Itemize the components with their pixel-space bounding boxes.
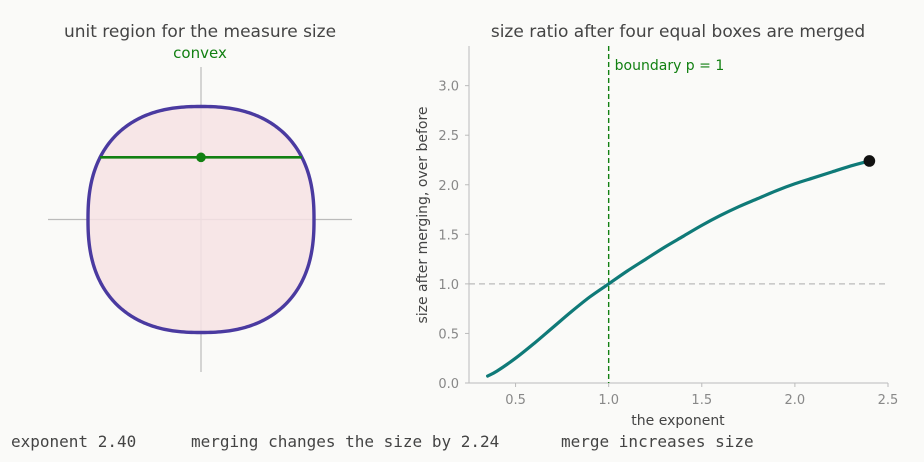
- y-tick-label: 2.0: [438, 179, 459, 194]
- y-axis-label: size after merging, over before: [415, 106, 431, 323]
- x-tick-label: 0.5: [505, 393, 526, 408]
- convexity-annotation: convex: [173, 44, 227, 62]
- exponent-readout: exponent 2.40: [11, 432, 137, 451]
- x-tick-label: 2.5: [878, 393, 899, 408]
- y-tick-label: 1.0: [438, 278, 459, 293]
- y-tick-label: 1.5: [438, 228, 459, 243]
- x-tick-label: 1.0: [598, 393, 619, 408]
- merge-verdict: merge increases size: [561, 432, 754, 451]
- x-axis-ticks: 0.5 1.0 1.5 2.0 2.5: [505, 383, 898, 408]
- y-tick-label: 3.0: [438, 80, 459, 95]
- boundary-label: boundary p = 1: [615, 58, 725, 74]
- current-exponent-marker: [863, 155, 876, 167]
- x-tick-label: 1.5: [691, 393, 712, 408]
- y-tick-label: 2.5: [438, 129, 459, 144]
- y-tick-label: 0.5: [438, 327, 459, 342]
- ratio-chart-panel: size ratio after four equal boxes are me…: [415, 22, 898, 429]
- y-tick-label: 0.0: [438, 377, 459, 392]
- x-axis-label: the exponent: [631, 413, 725, 429]
- y-axis-ticks: 0.0 0.5 1.0 1.5 2.0 2.5 3.0: [438, 80, 469, 392]
- left-panel-title: unit region for the measure size: [64, 22, 336, 42]
- right-panel-title: size ratio after four equal boxes are me…: [491, 22, 865, 42]
- unit-region-panel: unit region for the measure size convex: [48, 22, 352, 372]
- chord-midpoint: [196, 152, 206, 163]
- x-tick-label: 2.0: [785, 393, 806, 408]
- unit-region-shape: [86, 104, 316, 335]
- ratio-series-line: [486, 159, 871, 378]
- size-change-readout: merging changes the size by 2.24: [191, 432, 500, 451]
